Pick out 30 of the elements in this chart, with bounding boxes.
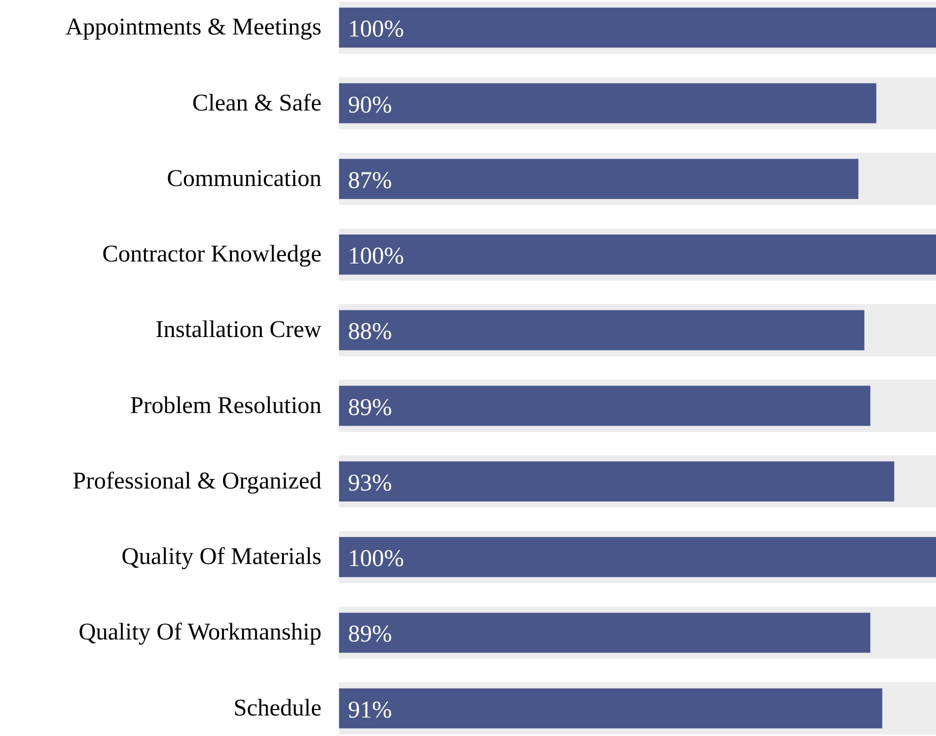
data-label: 89% <box>348 394 392 421</box>
data-label: 90% <box>348 92 392 118</box>
data-label: 93% <box>348 470 392 496</box>
bar <box>339 310 864 350</box>
bar <box>339 688 882 728</box>
data-label: 87% <box>348 168 392 194</box>
bar <box>339 386 870 426</box>
bar <box>339 8 936 48</box>
data-label: 100% <box>348 244 404 270</box>
y-tick-label: Schedule <box>234 695 322 722</box>
data-label: 100% <box>348 16 404 43</box>
data-label: 100% <box>348 546 404 572</box>
y-tick-label: Problem Resolution <box>130 392 322 419</box>
bar <box>339 83 876 124</box>
y-tick-label: Quality Of Workmanship <box>78 620 322 646</box>
data-label: 89% <box>348 622 392 648</box>
bar <box>339 234 936 275</box>
bar <box>339 612 870 653</box>
y-tick-label: Appointments & Meetings <box>66 14 322 41</box>
y-tick-label: Installation Crew <box>156 317 322 344</box>
y-tick-label: Quality Of Materials <box>122 544 322 570</box>
y-tick-label: Clean & Safe <box>192 90 322 116</box>
y-tick-label: Contractor Knowledge <box>102 242 322 268</box>
y-tick-label: Professional & Organized <box>72 468 322 494</box>
y-tick-label: Communication <box>166 166 322 192</box>
data-label: 91% <box>348 697 392 724</box>
bar <box>339 537 936 578</box>
data-label: 88% <box>348 319 392 346</box>
bar <box>339 461 894 502</box>
bar <box>339 158 858 199</box>
